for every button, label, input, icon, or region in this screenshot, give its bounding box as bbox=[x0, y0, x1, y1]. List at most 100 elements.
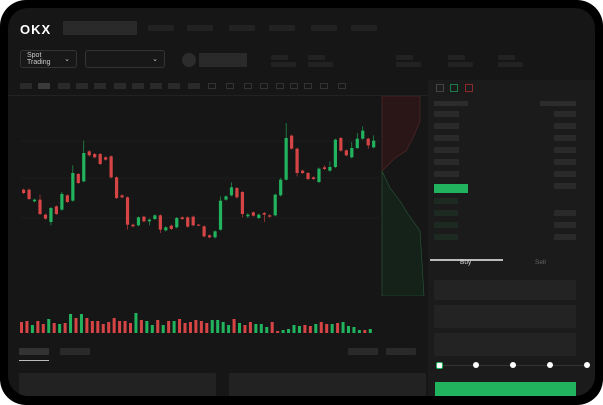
coin-icon bbox=[182, 53, 196, 67]
volume-bar bbox=[314, 324, 318, 333]
volume-bar bbox=[308, 326, 312, 333]
candle-body bbox=[251, 212, 255, 216]
amount-input[interactable] bbox=[434, 305, 576, 328]
volume-bar bbox=[216, 320, 220, 333]
candle-body bbox=[153, 215, 157, 219]
drawing-tool-icon[interactable] bbox=[276, 83, 284, 89]
filter-button[interactable] bbox=[348, 348, 378, 355]
candle-body bbox=[114, 177, 119, 198]
candle-body bbox=[262, 213, 266, 215]
volume-bar bbox=[248, 322, 252, 333]
volume-bar bbox=[281, 330, 285, 333]
drawing-tool-icon[interactable] bbox=[304, 83, 312, 89]
drawing-tool-icon[interactable] bbox=[338, 83, 346, 89]
bid-amount bbox=[554, 222, 576, 228]
slider-stop[interactable] bbox=[473, 362, 479, 368]
candle-body bbox=[344, 150, 348, 156]
slider-stop[interactable] bbox=[436, 362, 443, 369]
timeframe-button[interactable] bbox=[76, 83, 88, 89]
candle-body bbox=[158, 215, 162, 230]
volume-bar bbox=[101, 324, 105, 333]
ask-amount bbox=[554, 111, 576, 117]
tab-sell[interactable]: Sell bbox=[535, 259, 546, 266]
orderbook-bids-icon[interactable] bbox=[450, 84, 458, 92]
candle-body bbox=[295, 148, 299, 173]
ask-price bbox=[434, 135, 459, 141]
buy-button[interactable] bbox=[435, 382, 576, 396]
slider-stop[interactable] bbox=[584, 362, 590, 368]
drawing-tool-icon[interactable] bbox=[320, 83, 328, 89]
filter-button[interactable] bbox=[386, 348, 416, 355]
market-select[interactable]: Spot Trading ⌄ bbox=[20, 50, 77, 68]
timeframe-button[interactable] bbox=[150, 83, 162, 89]
orderbook-header bbox=[540, 101, 576, 106]
drawing-tool-icon[interactable] bbox=[260, 83, 268, 89]
tab-open-orders[interactable] bbox=[19, 348, 49, 355]
nav-item[interactable] bbox=[311, 25, 337, 31]
tab-order-history[interactable] bbox=[60, 348, 90, 355]
price-input[interactable] bbox=[434, 280, 576, 300]
total-input[interactable] bbox=[434, 333, 576, 356]
candle-body bbox=[142, 216, 146, 222]
timeframe-button[interactable] bbox=[94, 83, 106, 89]
timeframe-button[interactable] bbox=[20, 83, 32, 89]
nav-item[interactable] bbox=[229, 25, 255, 31]
bid-amount bbox=[554, 234, 576, 240]
timeframe-button[interactable] bbox=[114, 83, 126, 89]
ask-price bbox=[434, 147, 459, 153]
last-price-highlight bbox=[434, 184, 468, 193]
candle-body bbox=[22, 189, 26, 193]
volume-bar bbox=[265, 327, 269, 333]
timeframe-button[interactable] bbox=[38, 83, 50, 89]
volume-bar bbox=[287, 329, 291, 333]
stat-value bbox=[271, 62, 296, 67]
drawing-tool-icon[interactable] bbox=[244, 83, 252, 89]
drawing-tool-icon[interactable] bbox=[226, 83, 234, 89]
candle-body bbox=[147, 219, 152, 222]
candle-body bbox=[333, 139, 337, 167]
slider-stop[interactable] bbox=[547, 362, 553, 368]
candle-body bbox=[311, 177, 316, 179]
volume-bar bbox=[188, 322, 192, 333]
tab-buy[interactable]: Buy bbox=[460, 259, 472, 266]
timeframe-button[interactable] bbox=[132, 83, 144, 89]
app-screen: OKX Spot Trading ⌄ ⌄ Buy Sell bbox=[8, 8, 595, 396]
candle-body bbox=[355, 138, 359, 148]
nav-item[interactable] bbox=[351, 25, 377, 31]
nav-item[interactable] bbox=[187, 25, 213, 31]
timeframe-button[interactable] bbox=[58, 83, 70, 89]
slider-stop[interactable] bbox=[510, 362, 516, 368]
timeframe-button[interactable] bbox=[168, 83, 180, 89]
volume-bar bbox=[107, 322, 111, 333]
nav-item[interactable] bbox=[148, 25, 174, 31]
volume-bar bbox=[47, 319, 51, 333]
stat-value bbox=[498, 62, 523, 67]
ask-amount bbox=[554, 159, 576, 165]
okx-logo[interactable]: OKX bbox=[20, 22, 52, 37]
orderbook-asks-icon[interactable] bbox=[465, 84, 473, 92]
candle-body bbox=[65, 195, 69, 202]
orderbook-header bbox=[434, 101, 468, 106]
drawing-tool-icon[interactable] bbox=[290, 83, 298, 89]
candle-body bbox=[306, 173, 310, 179]
timeframe-button[interactable] bbox=[188, 83, 200, 89]
orders-panel bbox=[19, 373, 216, 396]
volume-bar bbox=[210, 320, 214, 333]
pair-select[interactable]: ⌄ bbox=[85, 50, 165, 68]
candle-body bbox=[175, 218, 179, 228]
volume-bar bbox=[303, 325, 307, 333]
ask-price bbox=[434, 171, 459, 177]
candle-body bbox=[136, 217, 141, 226]
search-bar[interactable] bbox=[63, 21, 137, 35]
volume-bar bbox=[52, 323, 56, 333]
chevron-down-icon: ⌄ bbox=[64, 56, 70, 63]
nav-item[interactable] bbox=[269, 25, 295, 31]
orderbook-both-icon[interactable] bbox=[436, 84, 444, 92]
drawing-tool-icon[interactable] bbox=[208, 83, 216, 89]
candle-body bbox=[82, 153, 86, 182]
volume-bar bbox=[58, 324, 62, 333]
ask-amount bbox=[554, 147, 576, 153]
candle-body bbox=[240, 192, 244, 214]
volume-bar bbox=[63, 323, 67, 333]
